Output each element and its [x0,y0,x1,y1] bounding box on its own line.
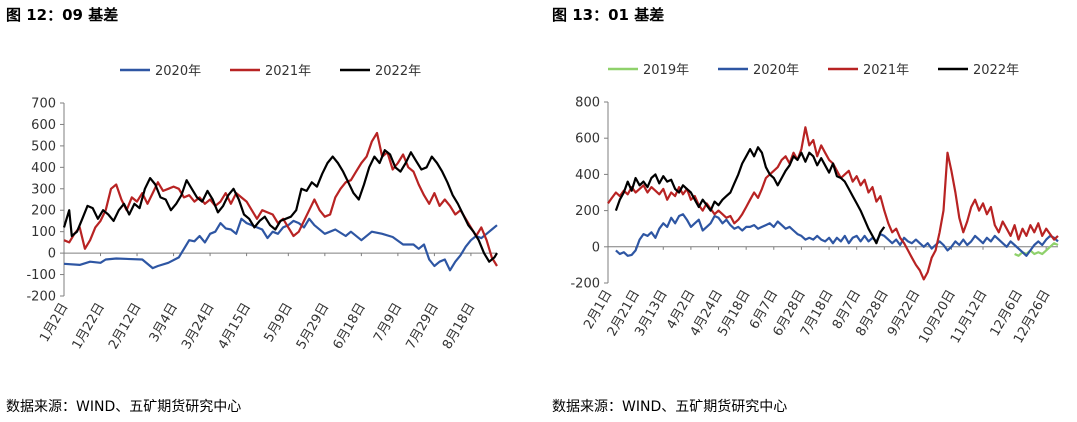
x-tick-label: 7月9日 [371,301,405,345]
x-tick-label: 5月9日 [262,301,296,345]
y-tick-label: 400 [575,168,600,183]
x-tick-label: 7月29日 [403,301,441,353]
chart-panel-01: 图 13：01 基差 -200 0 200 400 600 800 2月1日 2月21日 3月1… [546,0,1077,422]
series-line-2022年 [614,146,886,245]
y-tick-label: 800 [575,96,600,111]
figure-title: 图 12：09 基差 [6,6,119,24]
series-line-2021年 [607,126,1059,281]
y-tick-label: -200 [570,277,600,292]
x-tick-label: 4月15日 [216,301,254,353]
chart-panel-09: 图 12：09 基差 -200 -100 0 100 200 300 400 500 600 70… [0,0,538,422]
y-tick-label: 200 [575,204,600,219]
source-note: 数据来源：WIND、五矿期货研究中心 [6,399,242,415]
x-tick-label: 2月12日 [106,301,144,353]
x-tick-label: 3月4日 [147,301,181,345]
y-tick-label: 100 [31,225,56,240]
y-tick-label: 700 [31,97,56,112]
line-chart-09-basis: -200-10001002003004005006007001月2日1月22日2… [26,64,498,353]
y-tick-label: 0 [592,240,600,255]
y-tick-label: 300 [31,182,56,197]
y-tick-label: 200 [31,204,56,219]
x-tick-label: 3月24日 [179,301,217,353]
x-tick-label: 1月2日 [37,301,71,345]
x-tick-label: 1月22日 [70,301,108,353]
legend-label: 2021年 [265,64,311,79]
y-tick-label: -200 [26,290,56,305]
legend-label: 2022年 [973,63,1019,78]
x-tick-label: 6月18日 [330,301,368,353]
legend-label: 2019年 [643,63,689,78]
series-line-2022年 [62,149,498,263]
source-note: 数据来源：WIND、五矿期货研究中心 [552,399,788,415]
series-line-2021年 [63,131,498,267]
x-tick-label: 8月18日 [440,301,478,353]
y-tick-label: 500 [31,139,56,154]
y-tick-label: 600 [575,132,600,147]
line-chart-01-basis: -20002004006008002月1日2月21日3月13日4月2日4月24日… [570,63,1059,346]
y-tick-label: -100 [26,268,56,283]
legend-label: 2021年 [863,63,909,78]
legend-label: 2020年 [753,63,799,78]
figure-title: 图 13：01 基差 [552,6,665,24]
legend-label: 2020年 [155,64,201,79]
legend-label: 2022年 [375,64,421,79]
y-tick-label: 600 [31,118,56,133]
y-tick-label: 0 [48,247,56,262]
x-tick-label: 5月29日 [294,301,332,353]
series-line-2020年 [63,217,498,272]
series-line-2020年 [615,213,1059,257]
y-tick-label: 400 [31,161,56,176]
